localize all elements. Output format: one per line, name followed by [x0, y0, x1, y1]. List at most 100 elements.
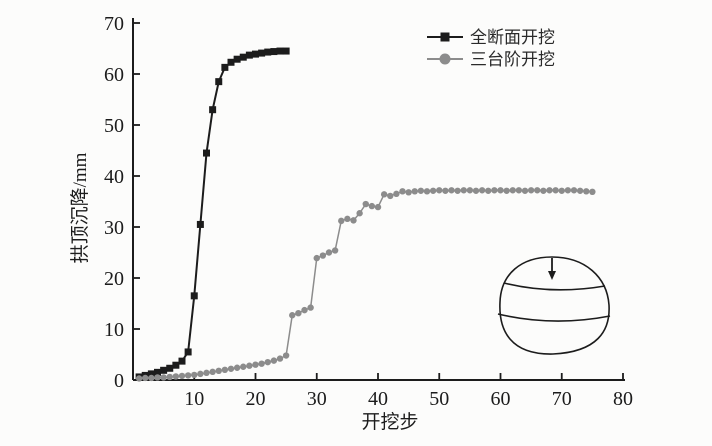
legend-square-marker-icon: [440, 32, 450, 42]
settlement-arrow-icon: [548, 258, 556, 280]
series-1-marker: [178, 372, 186, 380]
series-1-marker: [546, 187, 553, 194]
series-1-marker: [289, 312, 296, 319]
y-tick-label: 40: [104, 166, 124, 188]
series-0-marker: [252, 50, 259, 58]
x-tick-label: 20: [246, 388, 266, 410]
y-tick-label: 10: [104, 319, 124, 341]
series-1-marker: [331, 247, 339, 254]
series-1-marker: [491, 187, 498, 194]
x-tick-label: 40: [368, 388, 388, 410]
series-1-marker: [472, 187, 480, 194]
series-1-marker: [436, 187, 443, 194]
series-1-marker: [276, 355, 284, 362]
series-0-marker: [282, 47, 290, 55]
series-1-marker: [184, 372, 192, 379]
series-1-marker: [160, 374, 167, 381]
series-1-marker: [442, 187, 449, 194]
series-1-marker: [221, 366, 229, 373]
series-0-markers: [135, 47, 290, 381]
series-1-marker: [466, 187, 474, 194]
series-1-marker: [246, 362, 253, 369]
x-tick-label: 70: [552, 388, 572, 410]
series-1-marker: [197, 370, 204, 378]
series-1-marker: [252, 361, 259, 368]
series-1-marker: [448, 187, 455, 194]
series-1-marker: [478, 187, 486, 194]
series-1-marker: [509, 187, 516, 194]
legend-label-full-face: 全断面开挖: [470, 28, 555, 47]
axis-ticks: 10 20 30 40 50 60 70 80 0 10 20 30 40 50 60 70: [104, 13, 633, 410]
series-1-marker: [282, 352, 290, 359]
series-1-marker: [215, 367, 222, 375]
legend-label-three-bench: 三台阶开挖: [470, 50, 555, 69]
series-0-marker: [190, 292, 198, 300]
series-1-marker: [172, 373, 180, 380]
series-0-marker: [227, 58, 235, 66]
series-1-marker: [142, 374, 149, 382]
series-0-marker: [209, 106, 217, 114]
axes: [132, 18, 625, 381]
series-1-marker: [405, 189, 412, 196]
y-tick-label: 30: [104, 217, 124, 239]
series-1-marker: [527, 187, 535, 194]
series-1-marker: [460, 187, 467, 194]
series-0-marker: [196, 220, 204, 228]
series-0-marker: [239, 53, 247, 61]
series-1-marker: [540, 187, 547, 194]
legend-circle-marker-icon: [439, 53, 451, 65]
series-1-marker: [338, 217, 345, 225]
series-1-marker: [233, 364, 241, 371]
series-1-marker: [570, 187, 578, 194]
series-0-marker: [264, 48, 272, 56]
y-tick-label: 60: [104, 64, 124, 86]
series-1-marker: [319, 252, 327, 259]
series-1-marker: [485, 187, 492, 194]
series-1-marker: [534, 187, 541, 194]
x-tick-label: 60: [491, 388, 511, 410]
y-tick-label: 70: [104, 13, 124, 35]
series-1-marker: [258, 360, 265, 367]
legend-item-full-face: 全断面开挖: [427, 28, 555, 47]
series-0-marker: [270, 48, 278, 56]
series-1-marker: [558, 187, 565, 194]
series-0-marker: [184, 348, 192, 356]
series-1-marker: [166, 373, 173, 381]
series-1-marker: [350, 217, 357, 224]
y-axis-label: 拱顶沉降/mm: [69, 152, 91, 263]
series-1-marker: [380, 191, 388, 198]
series-1-marker: [240, 363, 247, 370]
series-1-marker: [387, 192, 394, 200]
series-0-marker: [233, 55, 241, 63]
tunnel-cross-section-inset: [497, 256, 611, 355]
x-tick-label: 80: [613, 388, 633, 410]
series-1-marker: [497, 187, 504, 194]
series-1-marker: [423, 188, 431, 195]
series-1-marker: [368, 202, 376, 210]
legend-item-three-bench: 三台阶开挖: [427, 50, 555, 69]
series-1-marker: [301, 306, 308, 314]
series-1-marker: [313, 254, 320, 262]
y-tick-label: 0: [114, 370, 124, 392]
series-0-marker: [276, 47, 284, 55]
series-1-marker: [154, 374, 161, 381]
y-tick-label: 20: [104, 268, 124, 290]
series-1-marker: [209, 368, 216, 376]
y-tick-label: 50: [104, 115, 124, 137]
series-1-marker: [264, 358, 271, 366]
bench-divider-lower: [497, 313, 611, 322]
series-1-marker: [344, 215, 351, 223]
series-0-marker: [203, 149, 210, 157]
series-0-marker: [221, 63, 229, 71]
series-1-marker: [503, 187, 510, 194]
series-0-marker: [258, 49, 266, 57]
series-1-marker: [307, 304, 314, 311]
series-0-marker: [166, 364, 174, 372]
series-1-marker: [552, 187, 559, 194]
x-axis-label: 开挖步: [361, 411, 418, 433]
series-1-markers: [135, 187, 596, 382]
tunnel-outline: [499, 256, 610, 355]
series-1-marker: [374, 203, 382, 211]
series-1-marker: [227, 365, 235, 372]
